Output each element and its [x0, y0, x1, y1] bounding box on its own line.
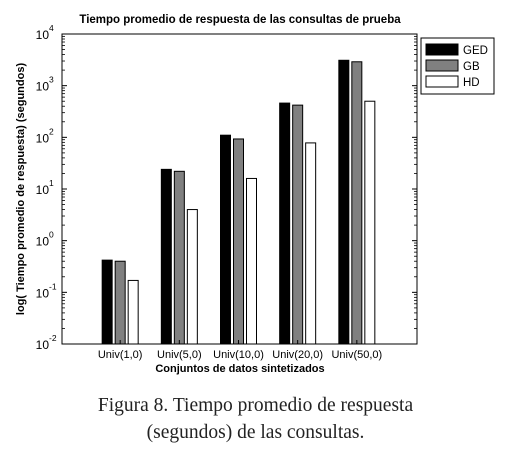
bars [101, 59, 376, 345]
bar-hd [246, 177, 257, 345]
legend-label-hd: HD [463, 77, 480, 89]
bar-gb [233, 138, 244, 345]
legend-swatch-hd [425, 75, 459, 88]
y-tick-exponent: 0 [49, 230, 54, 240]
bar-gb [114, 260, 126, 345]
legend-swatch-ged [425, 43, 459, 56]
bar-hd [127, 279, 139, 345]
figure-caption: Figura 8. Tiempo promedio de respuesta (… [0, 392, 511, 446]
x-tick-label: Univ(5,0) [157, 349, 202, 361]
x-tick-label: Univ(10,0) [213, 349, 264, 361]
legend-label-ged: GED [463, 45, 488, 57]
bar-ged [279, 102, 291, 345]
legend-swatch-gb [425, 59, 459, 72]
legend: GED GB HD [420, 37, 495, 95]
y-tick-label: 10 [36, 80, 50, 94]
bar-ged [101, 259, 113, 345]
bar-chart: Tiempo promedio de respuesta de las cons… [15, 14, 495, 375]
legend-label-gb: GB [463, 61, 480, 73]
y-axis-label: log( Tiempo promedio de respuesta) (segu… [15, 63, 27, 316]
bar-hd [364, 100, 376, 345]
bar-ged [338, 59, 350, 345]
y-tick-label: 10 [36, 131, 50, 145]
y-tick-exponent: -1 [49, 281, 57, 291]
y-tick-exponent: 3 [49, 75, 54, 85]
y-tick-label: 10 [36, 338, 50, 352]
x-tick-label: Univ(1,0) [98, 349, 143, 361]
x-tick-label: Univ(20,0) [272, 349, 323, 361]
y-tick-exponent: 4 [49, 23, 54, 33]
y-tick-exponent: 1 [49, 178, 54, 188]
y-tick-exponent: 2 [49, 126, 54, 136]
bar-gb [351, 61, 363, 345]
caption-line-2: (segundos) de las consultas. [146, 422, 365, 443]
caption-line-1: Figura 8. Tiempo promedio de respuesta [97, 395, 414, 416]
y-tick-label: 10 [36, 286, 50, 300]
bar-hd [186, 209, 198, 345]
bar-ged [160, 168, 172, 345]
y-tick-label: 10 [36, 28, 50, 42]
x-axis-label: Conjuntos de datos sintetizados [155, 363, 324, 375]
x-axis: Univ(1,0) Univ(5,0) Univ(10,0) Univ(20,0) Un… [98, 340, 382, 361]
y-tick-label: 10 [36, 235, 50, 249]
bar-hd [305, 142, 317, 345]
bar-ged [220, 134, 231, 345]
chart-title: Tiempo promedio de respuesta de las cons… [79, 14, 401, 26]
y-tick-exponent: -2 [49, 333, 57, 343]
bar-gb [292, 104, 304, 345]
bar-gb [173, 170, 185, 345]
x-tick-label: Univ(50,0) [331, 349, 382, 361]
y-tick-label: 10 [36, 183, 50, 197]
